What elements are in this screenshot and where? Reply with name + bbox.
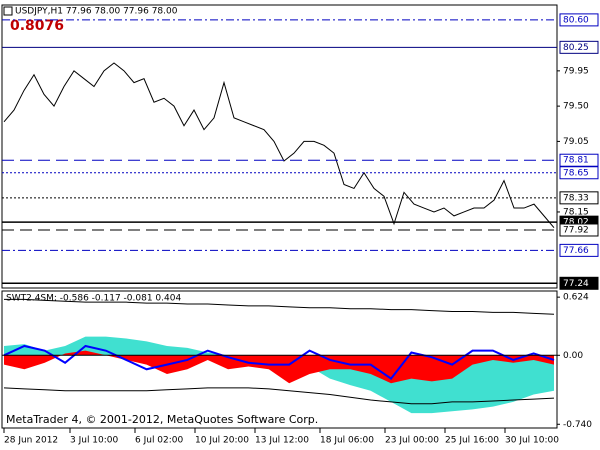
level-label-box — [559, 243, 599, 257]
collapse-icon[interactable] — [3, 6, 13, 16]
indicator-line — [4, 298, 555, 315]
level-label-box — [559, 276, 599, 290]
level-label: 78.33 — [563, 193, 589, 203]
x-tick-label: 18 Jul 06:00 — [320, 436, 374, 446]
level-label: 78.81 — [563, 156, 589, 166]
indicator-line — [3, 387, 555, 405]
level-label: 77.24 — [563, 279, 589, 289]
y-tick-label: 78.15 — [563, 207, 589, 217]
indicator-area — [4, 350, 554, 384]
x-tick-label: 6 Jul 02:00 — [135, 436, 184, 446]
level-label: 77.66 — [563, 246, 589, 256]
ratio-annotation: 0.8076 — [10, 18, 64, 34]
watermark: MetaTrader 4, © 2001-2012, MetaQuotes So… — [6, 413, 318, 426]
indicator-panel — [1, 290, 558, 429]
level-label: 78.65 — [563, 168, 589, 178]
x-tick-label: 3 Jul 10:00 — [70, 436, 119, 446]
y-tick-label: 79.50 — [563, 102, 589, 112]
y-tick-label: -0.740 — [563, 420, 592, 430]
level-label: 80.25 — [563, 43, 589, 53]
level-label: 77.92 — [563, 225, 589, 235]
level-label-box — [559, 166, 599, 180]
level-label-box — [559, 13, 599, 27]
indicator-line — [3, 344, 555, 380]
level-label-box — [559, 40, 599, 54]
x-tick-label: 23 Jul 00:00 — [385, 436, 439, 446]
y-tick-label: 79.95 — [563, 66, 589, 76]
x-tick-label: 28 Jun 2012 — [4, 436, 58, 446]
level-label: 80.60 — [563, 15, 589, 25]
level-label-box — [559, 223, 599, 237]
level-label: 78.02 — [563, 218, 589, 228]
level-label-box — [559, 153, 599, 167]
symbol-title: USDJPY,H1 77.96 78.00 77.96 78.00 — [15, 7, 178, 17]
x-tick-label: 10 Jul 20:00 — [195, 436, 249, 446]
x-tick-label: 13 Jul 12:00 — [255, 436, 309, 446]
x-tick-label: 30 Jul 10:00 — [505, 436, 559, 446]
y-tick-label: 0.00 — [563, 351, 583, 361]
price-line — [3, 62, 555, 228]
y-tick-label: 79.05 — [563, 137, 589, 147]
indicator-title: SWT2.4SM: -0.586 -0.117 -0.081 0.404 — [6, 294, 181, 304]
x-tick-label: 25 Jul 16:00 — [445, 436, 499, 446]
y-tick-label: 0.624 — [563, 293, 589, 303]
price-panel — [1, 4, 558, 289]
level-label-box — [559, 191, 599, 205]
